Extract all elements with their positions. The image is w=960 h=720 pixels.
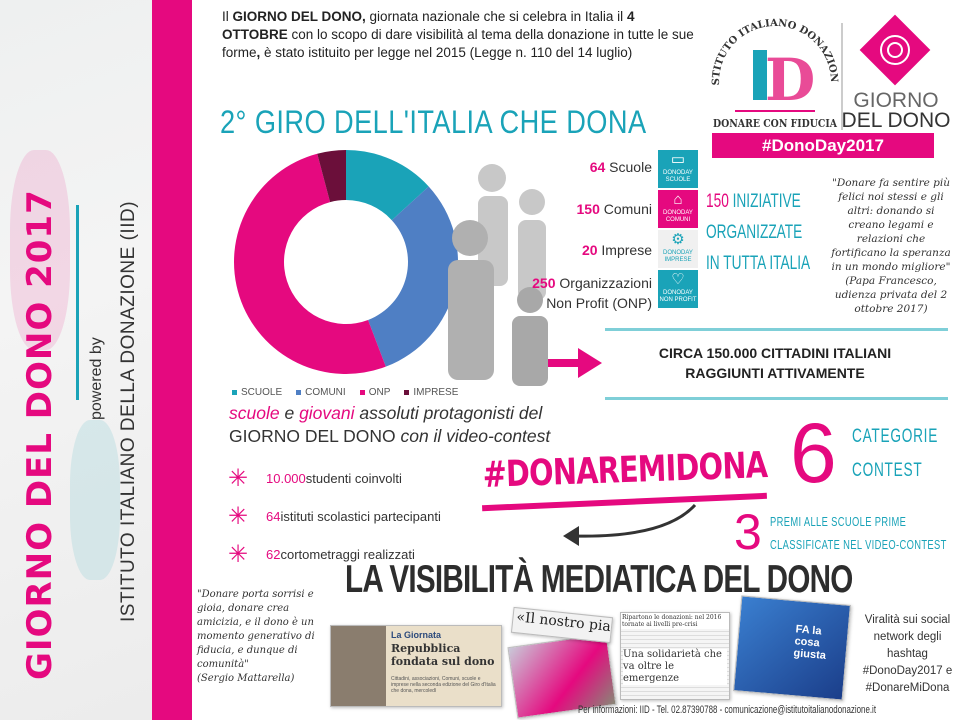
press-clip: «Il nostro pianeta dono ricevuto da con <box>510 606 614 644</box>
bullet-item: ✳ 64 istituti scolastici partecipanti <box>228 503 441 530</box>
arrow-right-icon <box>548 348 602 378</box>
prizes-count: 3 <box>734 504 762 560</box>
asterisk-icon: ✳ <box>228 541 249 568</box>
hashtag-banner: #DonoDay2017 <box>712 133 934 158</box>
stat-imprese: 20 Imprese <box>581 242 652 258</box>
chart-legend: SCUOLE COMUNI ONP IMPRESE <box>232 387 458 398</box>
categories-label: CATEGORIE CONTEST <box>852 426 939 481</box>
people-icon <box>448 164 548 386</box>
building-icon: ⌂ <box>673 191 683 208</box>
gdd-diamond-icon <box>859 14 931 86</box>
initiatives-text: 150 INIZIATIVE ORGANIZZATE IN TUTTA ITALIA <box>706 191 811 274</box>
pope-quote: "Donare fa sentire più felici noi stessi… <box>831 177 951 315</box>
bullet-item: ✳ 62 cortometraggi realizzati <box>228 541 415 568</box>
gears-icon: ⚙ <box>671 231 685 248</box>
id-letters: D <box>765 46 815 114</box>
reach-text: CIRCA 150.000 CITTADINI ITALIANI RAGGIUNT… <box>658 345 892 381</box>
pie-slice-scuole <box>346 150 429 221</box>
contest-hashtag: #DONAREMIDONA <box>482 445 768 496</box>
stat-comuni: 150 Comuni <box>576 201 653 217</box>
tile-comuni: ⌂ DONODAY COMUNI <box>658 190 698 228</box>
divider <box>76 205 79 400</box>
asterisk-icon: ✳ <box>228 465 249 492</box>
contest-tagline: scuole e giovani assoluti protagonisti d… <box>229 403 551 446</box>
pie-slice-onp <box>234 153 386 374</box>
vertical-title: GIORNO DEL DONO 2017 <box>20 189 60 680</box>
tile-onp: ♡ DONODAY NON PROFIT <box>658 270 698 308</box>
press-clip: La Giornata Repubblica fondata sul dono … <box>330 625 502 707</box>
stat-scuole: 64 Scuole <box>589 159 652 175</box>
press-clip: Ripartono le donazioni: nel 2016 tornate… <box>620 612 730 700</box>
mattarella-quote: "Donare porta sorrisi e gioia, donare cr… <box>197 589 315 684</box>
legend-item: ONP <box>359 387 390 398</box>
curved-arrow-icon <box>563 503 697 546</box>
prizes-label: PREMI ALLE SCUOLE PRIME CLASSIFICATE NEL … <box>770 514 947 552</box>
svg-text:GIORNO: GIORNO <box>853 89 938 112</box>
heart-icon: ♡ <box>671 271 685 288</box>
tv-screenshot: FA la cosa giusta <box>733 595 851 701</box>
svg-text:DEL DONO: DEL DONO <box>842 109 950 132</box>
legend-item: SCUOLE <box>232 387 282 398</box>
iid-logo: ISTITUTO ITALIANO DONAZIONE D DONARE CON… <box>701 0 950 132</box>
categories-count: 6 <box>790 406 837 500</box>
virality-text: Viralità sui social network degli hashta… <box>862 614 953 694</box>
book-icon: ▭ <box>670 151 686 168</box>
svg-text:DONARE CON FIDUCIA: DONARE CON FIDUCIA <box>713 117 837 130</box>
stat-onp: 250 Organizzazioni <box>532 275 652 291</box>
section-heading: 2° GIRO DELL'ITALIA CHE DONA <box>220 104 647 140</box>
institute-name: ISTITUTO ITALIANO DELLA DONAZIONE (IID) <box>118 200 139 622</box>
pie-slice-imprese <box>317 150 346 203</box>
watermark-shape <box>10 150 70 350</box>
legend-item: IMPRESE <box>404 387 458 398</box>
legend-item: COMUNI <box>296 387 346 398</box>
asterisk-icon: ✳ <box>228 503 249 530</box>
divider <box>605 328 948 331</box>
intro-text: Il GIORNO DEL DONO, giornata nazionale c… <box>222 9 694 60</box>
bullet-item: ✳ 10.000 studenti coinvolti <box>228 465 402 492</box>
pink-stripe <box>152 0 192 720</box>
pie-slice-comuni <box>368 186 459 367</box>
donut-chart <box>234 150 459 374</box>
watermark-shape <box>70 420 120 580</box>
powered-by: powered by <box>88 337 105 420</box>
logos: ISTITUTO ITALIANO DONAZIONE D DONARE CON… <box>701 0 950 132</box>
stat-onp-line2: Non Profit (ONP) <box>546 295 652 311</box>
footer-contact: Per informazioni: IID - Tel. 02.87390788… <box>578 704 877 716</box>
tile-imprese: ⚙ DONODAY IMPRESE <box>658 230 698 268</box>
divider <box>605 397 948 400</box>
tile-scuole: ▭ DONODAY SCUOLE <box>658 150 698 188</box>
sidebar-background <box>0 0 152 720</box>
media-title: LA VISIBILITÀ MEDIATICA DEL DONO <box>345 558 853 601</box>
